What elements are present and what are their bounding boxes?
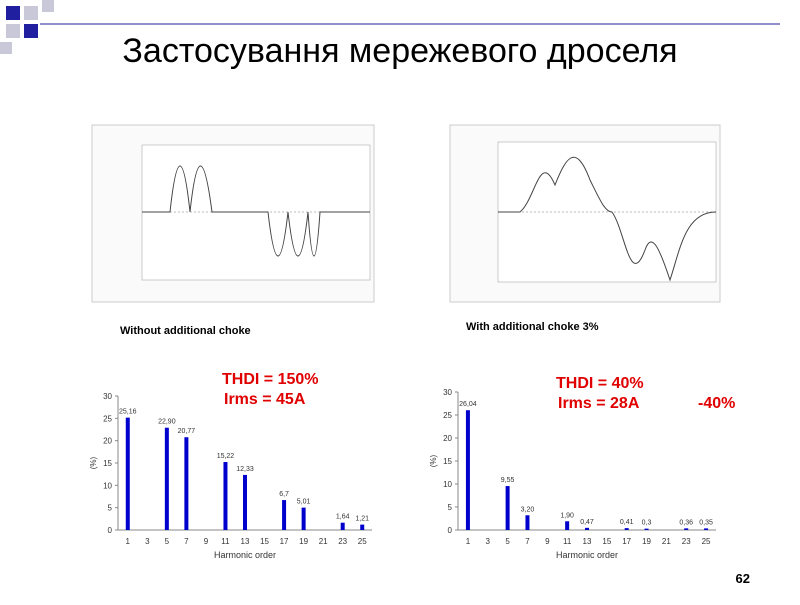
bar: [340, 522, 345, 530]
x-axis-label: Harmonic order: [556, 550, 618, 560]
annotation: THDI = 150%: [222, 371, 318, 388]
bar: [644, 528, 649, 530]
y-axis-label: (%): [429, 454, 438, 467]
data-label: 0,35: [699, 519, 713, 526]
bar: [525, 515, 530, 530]
data-label: 0,47: [580, 519, 594, 526]
x-tick-label: 1: [466, 537, 471, 546]
bar: [704, 528, 709, 530]
data-label: 1,21: [355, 516, 369, 523]
y-tick-label: 20: [443, 434, 452, 443]
data-label: 0,36: [679, 519, 693, 526]
bar: [243, 474, 247, 530]
x-tick-label: 7: [525, 537, 530, 546]
annotation: -40%: [698, 395, 735, 412]
x-tick-label: 3: [486, 537, 491, 546]
x-tick-label: 11: [563, 537, 572, 546]
waveform-screenshot: [449, 124, 721, 303]
decoration: [0, 0, 780, 54]
y-tick-label: 0: [448, 526, 453, 535]
y-tick-label: 25: [443, 411, 452, 420]
bar: [125, 417, 130, 530]
bar: [505, 486, 510, 530]
x-tick-label: 3: [145, 537, 150, 546]
x-tick-label: 21: [662, 537, 671, 546]
x-tick-label: 11: [221, 537, 230, 546]
x-tick-label: 17: [622, 537, 631, 546]
bar: [565, 521, 570, 530]
y-axis-label: (%): [89, 456, 98, 469]
x-tick-label: 25: [358, 537, 367, 546]
y-tick-label: 0: [108, 526, 113, 535]
x-tick-label: 13: [241, 537, 250, 546]
x-tick-label: 13: [583, 537, 592, 546]
y-tick-label: 10: [443, 480, 452, 489]
y-tick-label: 20: [103, 437, 112, 446]
data-label: 0,41: [620, 519, 634, 526]
data-label: 1,64: [336, 514, 350, 521]
data-label: 12,33: [236, 466, 254, 473]
data-label: 5,01: [297, 499, 311, 506]
x-tick-label: 5: [165, 537, 170, 546]
data-label: 26,04: [459, 401, 477, 408]
x-tick-label: 17: [280, 537, 289, 546]
bar: [585, 527, 589, 530]
x-tick-label: 15: [602, 537, 611, 546]
x-tick-label: 9: [204, 537, 209, 546]
data-label: 0,3: [642, 520, 652, 527]
bar: [282, 500, 287, 530]
bar: [184, 437, 189, 530]
bar: [164, 427, 169, 530]
data-label: 25,16: [119, 409, 137, 416]
x-tick-label: 19: [299, 537, 308, 546]
bar: [301, 507, 306, 530]
x-tick-label: 23: [682, 537, 691, 546]
y-tick-label: 5: [108, 504, 113, 513]
y-tick-label: 30: [443, 388, 452, 397]
x-tick-label: 5: [505, 537, 510, 546]
x-tick-label: 7: [184, 537, 189, 546]
x-tick-label: 25: [702, 537, 711, 546]
y-tick-label: 5: [448, 503, 453, 512]
slide-title: Застосування мережевого дроселя: [122, 32, 677, 70]
x-axis-label: Harmonic order: [214, 550, 276, 560]
data-label: 1,90: [560, 512, 574, 519]
annotation: THDI = 40%: [556, 375, 644, 392]
annotation: Irms = 45A: [224, 391, 306, 408]
caption: Without additional choke: [120, 325, 251, 337]
y-tick-label: 30: [103, 392, 112, 401]
y-tick-label: 10: [103, 481, 112, 490]
y-tick-label: 25: [103, 414, 112, 423]
data-label: 22,90: [158, 419, 176, 426]
x-tick-label: 1: [126, 537, 131, 546]
x-tick-label: 15: [260, 537, 269, 546]
y-tick-label: 15: [443, 457, 452, 466]
caption: With additional choke 3%: [466, 321, 599, 333]
bar: [465, 410, 470, 530]
page-number: 62: [736, 571, 750, 586]
bar: [223, 462, 228, 530]
waveform-screenshot: [91, 124, 375, 303]
bar: [624, 528, 629, 530]
y-tick-label: 15: [103, 459, 112, 468]
data-label: 9,55: [501, 477, 515, 484]
bar: [684, 528, 689, 530]
x-tick-label: 21: [319, 537, 328, 546]
x-tick-label: 9: [545, 537, 550, 546]
data-label: 20,77: [178, 428, 196, 435]
annotation: Irms = 28A: [558, 395, 640, 412]
data-label: 6,7: [279, 491, 289, 498]
data-label: 3,20: [521, 506, 535, 513]
bar: [360, 524, 365, 530]
data-label: 15,22: [217, 453, 235, 460]
x-tick-label: 23: [338, 537, 347, 546]
x-tick-label: 19: [642, 537, 651, 546]
